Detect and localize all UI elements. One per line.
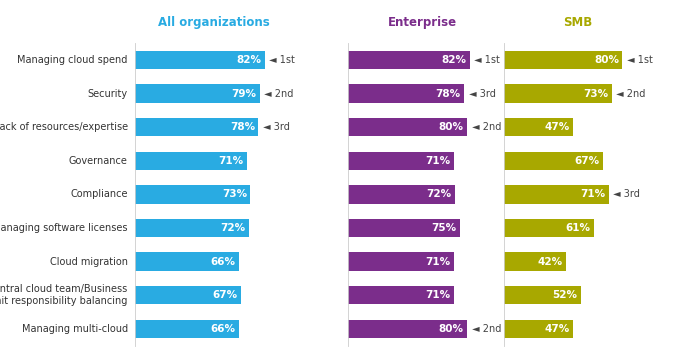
Text: Compliance: Compliance [70,189,128,199]
FancyBboxPatch shape [504,84,612,103]
FancyBboxPatch shape [504,286,581,305]
FancyBboxPatch shape [504,219,594,237]
FancyBboxPatch shape [135,84,260,103]
FancyBboxPatch shape [504,51,622,69]
Text: Managing cloud spend: Managing cloud spend [17,55,128,65]
FancyBboxPatch shape [135,219,249,237]
Text: 79%: 79% [231,89,257,99]
Text: 82%: 82% [236,55,262,65]
Text: ◄ 2nd: ◄ 2nd [469,324,501,334]
Text: 42%: 42% [538,257,562,267]
Text: 47%: 47% [544,122,570,132]
Text: ◄ 2nd: ◄ 2nd [262,89,294,99]
Text: Governance: Governance [69,156,128,166]
Text: ◄ 3rd: ◄ 3rd [259,122,290,132]
Text: All organizations: All organizations [158,16,270,29]
Text: 67%: 67% [575,156,600,166]
Text: 67%: 67% [213,290,237,300]
FancyBboxPatch shape [348,51,470,69]
Text: ◄ 3rd: ◄ 3rd [611,189,640,199]
FancyBboxPatch shape [504,320,573,338]
Text: 78%: 78% [435,89,461,99]
Text: 71%: 71% [219,156,244,166]
Text: 71%: 71% [580,189,606,199]
Text: Managing multi-cloud: Managing multi-cloud [21,324,128,334]
FancyBboxPatch shape [348,84,464,103]
Text: SMB: SMB [563,16,593,29]
FancyBboxPatch shape [135,185,250,204]
Text: ◄ 1st: ◄ 1st [471,55,500,65]
FancyBboxPatch shape [135,286,241,305]
FancyBboxPatch shape [135,118,258,136]
Text: Lack of resources/expertise: Lack of resources/expertise [0,122,128,132]
Text: 82%: 82% [442,55,466,65]
FancyBboxPatch shape [135,51,265,69]
Text: ◄ 1st: ◄ 1st [624,55,653,65]
FancyBboxPatch shape [348,219,460,237]
Text: 61%: 61% [566,223,591,233]
Text: ◄ 1st: ◄ 1st [266,55,295,65]
Text: ◄ 2nd: ◄ 2nd [469,122,501,132]
Text: 80%: 80% [594,55,619,65]
Text: 52%: 52% [553,290,578,300]
Text: 80%: 80% [439,122,464,132]
Text: Managing software licenses: Managing software licenses [0,223,128,233]
Text: 72%: 72% [426,189,452,199]
FancyBboxPatch shape [504,252,566,271]
FancyBboxPatch shape [504,118,573,136]
Text: 75%: 75% [431,223,456,233]
Text: 71%: 71% [425,257,451,267]
Text: 71%: 71% [425,290,451,300]
Text: 78%: 78% [230,122,255,132]
FancyBboxPatch shape [135,320,239,338]
FancyBboxPatch shape [504,185,609,204]
Text: Central cloud team/Business
unit responsibility balancing: Central cloud team/Business unit respons… [0,284,128,306]
Text: 66%: 66% [211,324,236,334]
FancyBboxPatch shape [504,152,603,170]
FancyBboxPatch shape [348,252,454,271]
Text: 71%: 71% [425,156,451,166]
Text: 72%: 72% [220,223,246,233]
Text: Cloud migration: Cloud migration [50,257,128,267]
FancyBboxPatch shape [348,118,467,136]
FancyBboxPatch shape [135,252,239,271]
Text: ◄ 3rd: ◄ 3rd [466,89,495,99]
Text: Enterprise: Enterprise [388,16,457,29]
Text: ◄ 2nd: ◄ 2nd [613,89,646,99]
Text: 66%: 66% [211,257,236,267]
FancyBboxPatch shape [348,320,467,338]
FancyBboxPatch shape [348,185,455,204]
FancyBboxPatch shape [348,152,454,170]
Text: 73%: 73% [584,89,609,99]
Text: Security: Security [88,89,128,99]
Text: 47%: 47% [544,324,570,334]
FancyBboxPatch shape [135,152,247,170]
FancyBboxPatch shape [348,286,454,305]
Text: 80%: 80% [439,324,464,334]
Text: 73%: 73% [221,189,247,199]
